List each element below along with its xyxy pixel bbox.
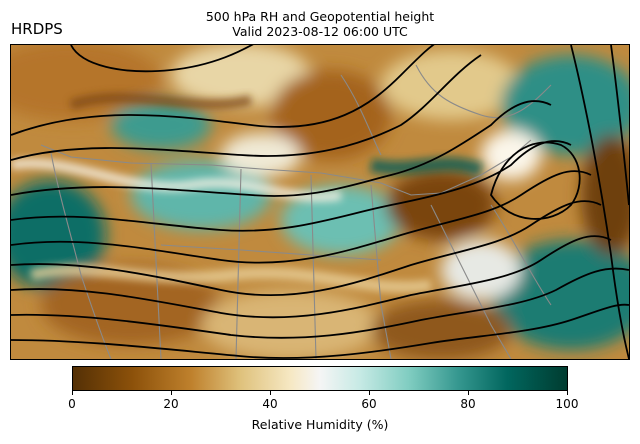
colorbar-label: Relative Humidity (%) — [251, 417, 389, 432]
height-contours — [11, 45, 629, 359]
rh-shading — [11, 45, 629, 359]
colorbar-tick-label: 100 — [555, 397, 579, 411]
colorbar-tick — [567, 391, 568, 395]
colorbar-tick-label: 40 — [262, 397, 278, 411]
colorbar-tick — [270, 391, 271, 395]
colorbar-tick-label: 0 — [68, 397, 76, 411]
title-line-2: Valid 2023-08-12 06:00 UTC — [232, 24, 408, 39]
colorbar — [72, 366, 568, 391]
colorbar-tick-label: 20 — [163, 397, 179, 411]
title-line-1: 500 hPa RH and Geopotential height — [205, 9, 435, 24]
colorbar-tick — [468, 391, 469, 395]
colorbar-tick — [171, 391, 172, 395]
colorbar-tick-label: 80 — [460, 397, 476, 411]
rh-height-map — [11, 45, 629, 359]
colorbar-tick-label: 60 — [361, 397, 377, 411]
boundaries — [40, 64, 552, 359]
map-title: 500 hPa RH and Geopotential height Valid… — [10, 9, 630, 39]
colorbar-tick — [72, 391, 73, 395]
colorbar-tick — [369, 391, 370, 395]
model-label: HRDPS — [11, 20, 63, 38]
map-panel — [10, 44, 630, 360]
